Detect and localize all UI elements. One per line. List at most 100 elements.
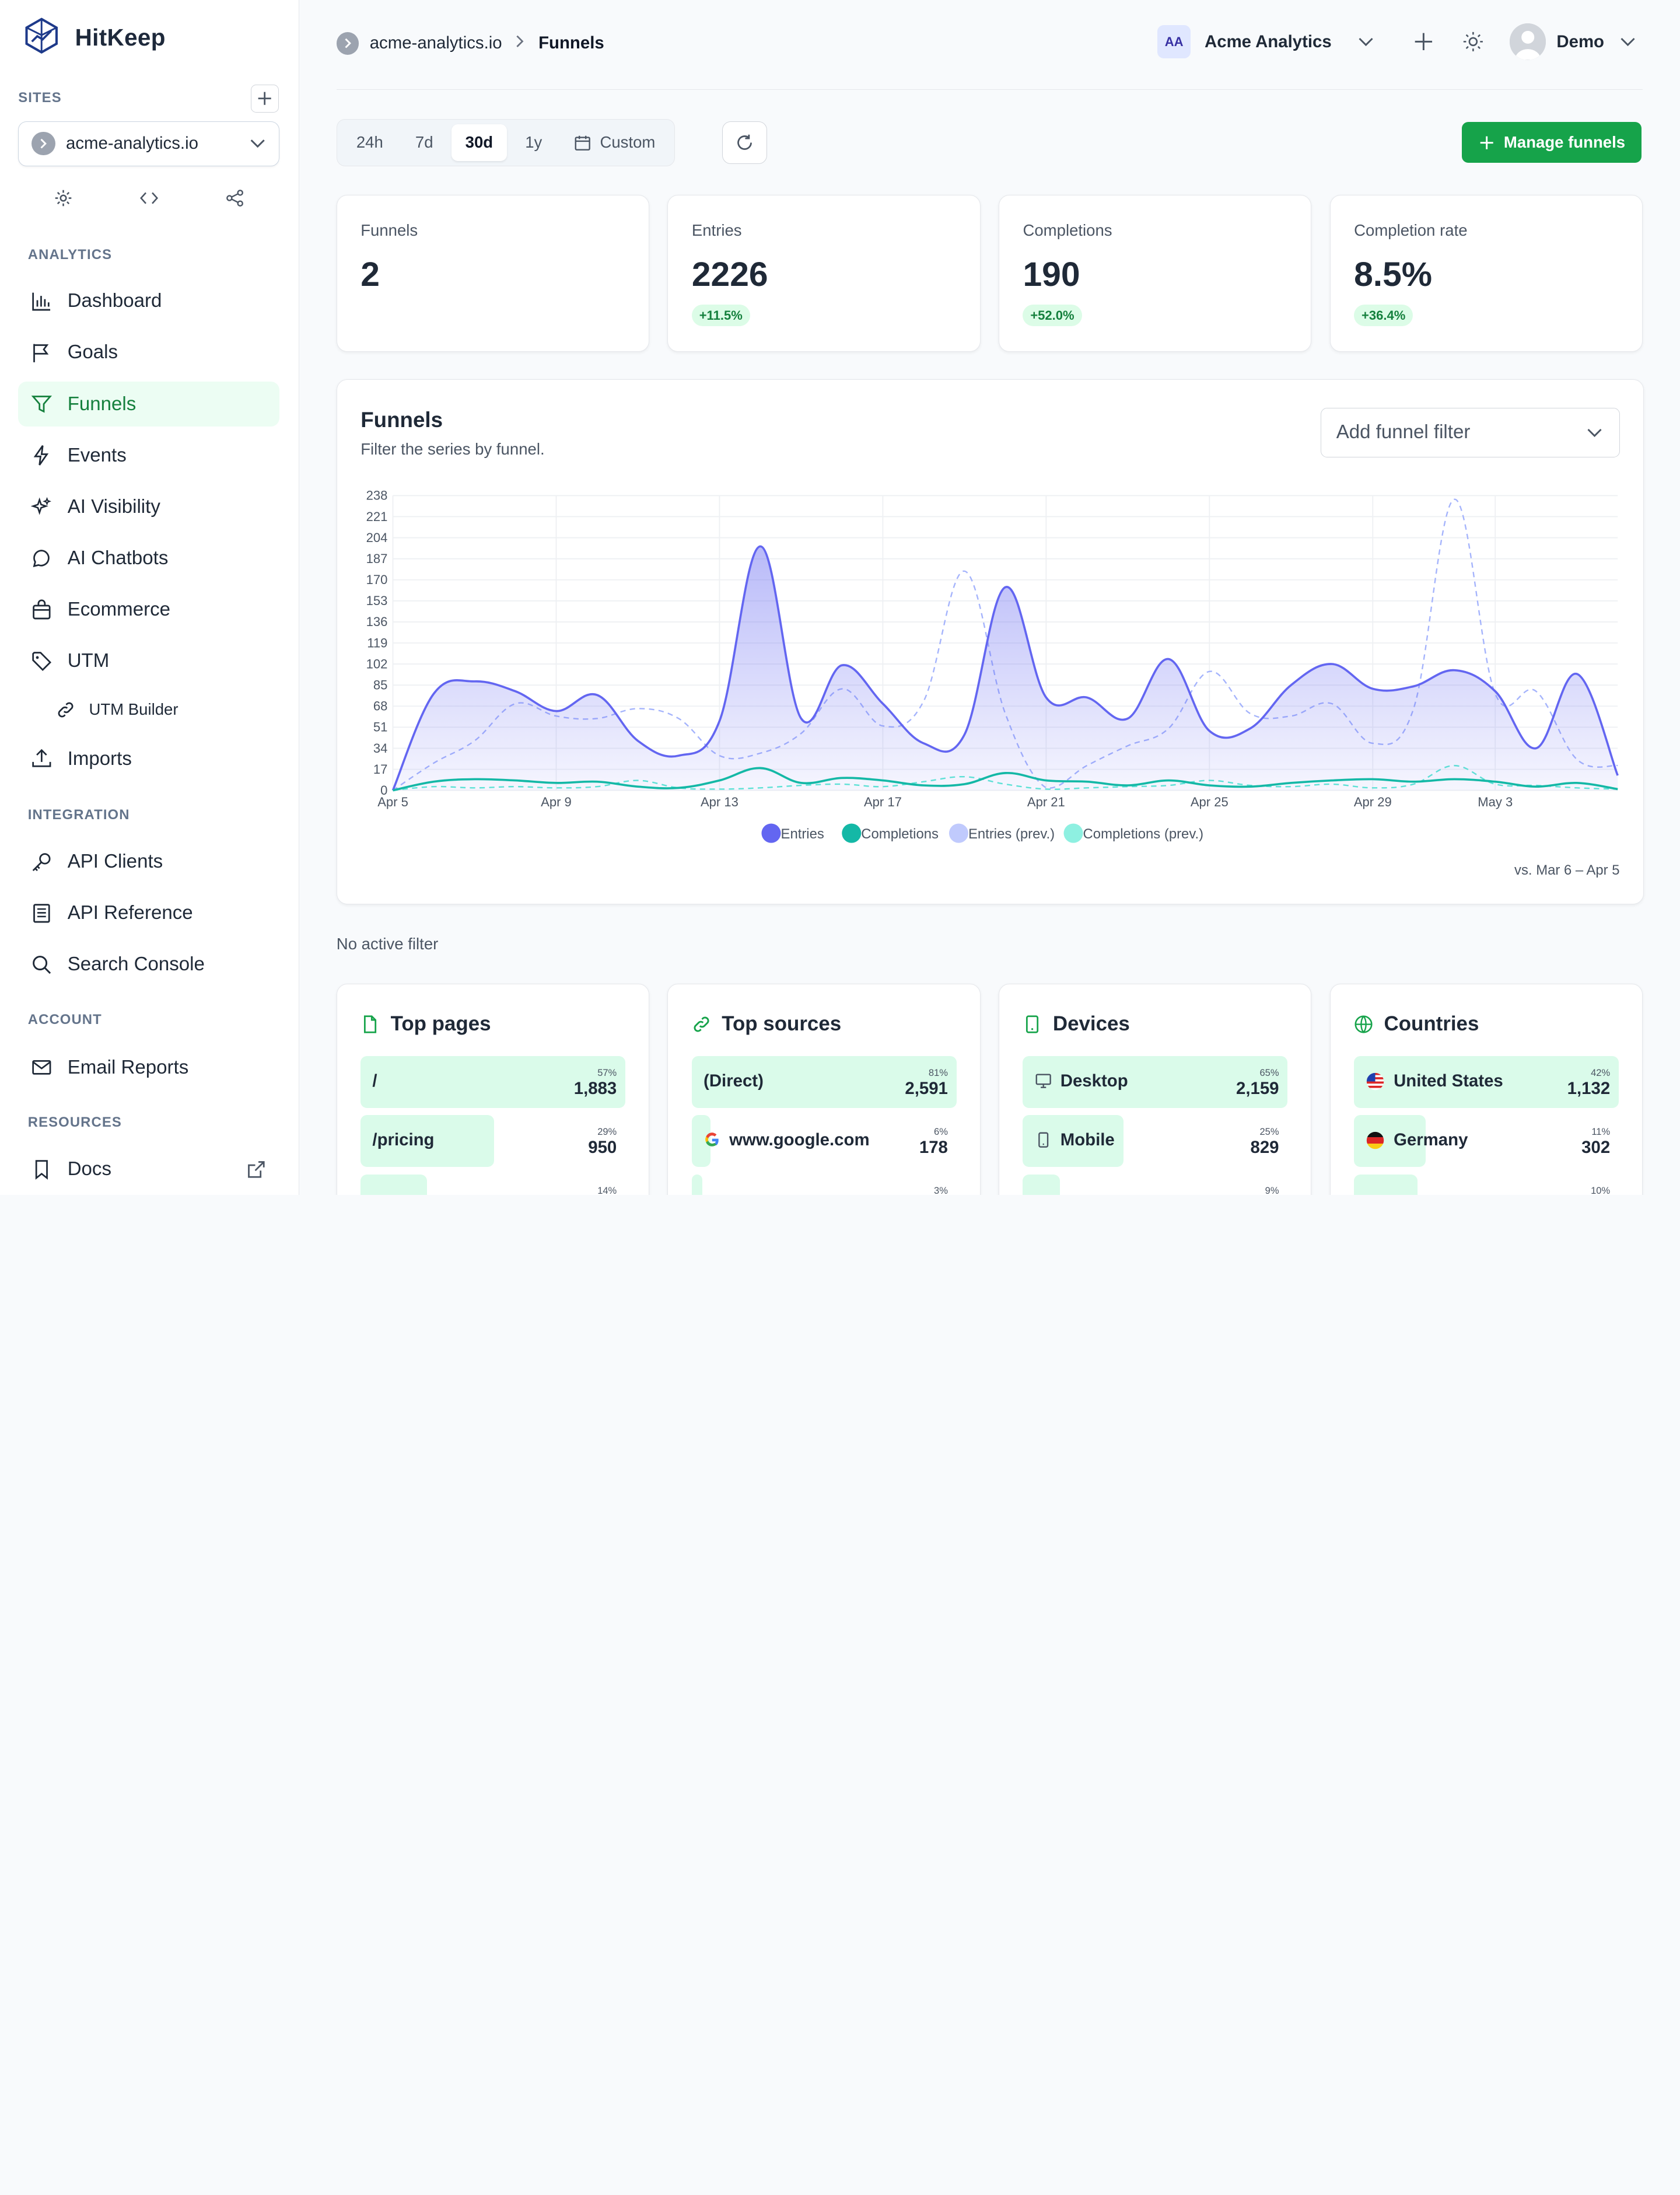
share-bar: [360, 1174, 427, 1196]
sidebar-item-docs[interactable]: Docs: [18, 1147, 279, 1192]
link-icon: [55, 699, 76, 721]
org-avatar[interactable]: AA: [1157, 25, 1191, 59]
sidebar-item-label: Dashboard: [67, 290, 162, 312]
sidebar-item-ai-chatbots[interactable]: AI Chatbots: [18, 536, 279, 581]
list-item[interactable]: 3%: [691, 1174, 957, 1196]
site-code-icon[interactable]: [137, 187, 160, 210]
site-settings-icon[interactable]: [51, 187, 75, 210]
x-tick-label: May 3: [1478, 795, 1513, 809]
phone-icon: [1026, 1015, 1039, 1033]
sidebar-item-api-reference[interactable]: API Reference: [18, 891, 279, 936]
chevron-down-icon[interactable]: [1351, 27, 1381, 57]
refresh-icon: [737, 134, 752, 150]
sidebar-item-api-clients[interactable]: API Clients: [18, 839, 279, 884]
stat-label: Entries: [691, 221, 742, 240]
list-item-percent: 6%: [934, 1126, 948, 1137]
integration-section-label: INTEGRATION: [27, 807, 130, 823]
list-item[interactable]: Mobile 25% 829: [1023, 1115, 1287, 1167]
range-1y-button[interactable]: 1y: [525, 133, 542, 152]
range-7d-button[interactable]: 7d: [415, 133, 433, 152]
file-icon: [364, 1015, 377, 1033]
sidebar-item-imports[interactable]: Imports: [18, 736, 279, 781]
logo-icon: [23, 17, 60, 58]
bar-chart-icon: [31, 291, 52, 312]
org-switcher[interactable]: Acme Analytics: [1205, 32, 1332, 51]
sidebar-item-label: Goals: [67, 341, 118, 363]
list-item-percent: 11%: [1591, 1126, 1611, 1137]
range-30d-button[interactable]: 30d: [451, 124, 507, 161]
sidebar-item-label: UTM: [67, 650, 110, 672]
x-tick-label: Apr 13: [701, 795, 738, 809]
sidebar-item-ecommerce[interactable]: Ecommerce: [18, 588, 279, 632]
series-area-entries: [393, 546, 1618, 791]
list-item-percent: 81%: [928, 1067, 948, 1078]
share-bar: [1354, 1115, 1426, 1167]
y-tick-label: 170: [366, 572, 387, 587]
chevron-down-icon: [250, 139, 265, 148]
sidebar-item-utm-builder[interactable]: UTM Builder: [18, 687, 279, 732]
chevron-down-icon[interactable]: [1613, 27, 1643, 57]
list-item[interactable]: Desktop 65% 2,159: [1023, 1056, 1288, 1108]
sidebar-item-label: API Reference: [67, 902, 193, 924]
list-item[interactable]: (Direct) 81% 2,591: [691, 1056, 957, 1108]
filter-icon: [31, 393, 52, 415]
flag-icon: [31, 342, 52, 363]
range-custom-button[interactable]: Custom: [561, 124, 670, 160]
sidebar-item-events[interactable]: Events: [18, 433, 279, 478]
funnel-filter-select[interactable]: Add funnel filter: [1321, 408, 1620, 457]
stat-card-completions: Completions 190 +52.0%: [999, 195, 1312, 352]
sidebar-item-funnels[interactable]: Funnels: [18, 381, 280, 427]
sidebar-item-utm[interactable]: UTM: [18, 639, 279, 684]
range-24h-button[interactable]: 24h: [356, 133, 383, 152]
list-item[interactable]: 9%: [1023, 1174, 1287, 1196]
breadcrumb-current: Funnels: [538, 33, 604, 53]
top-pages-title: Top pages: [390, 1012, 491, 1036]
plus-icon: [1480, 136, 1493, 149]
devices-card: Devices Desktop 65% 2,159 Mobile 25% 829 9%: [999, 984, 1312, 1196]
resources-section-label: RESOURCES: [27, 1114, 122, 1131]
share-bar: [1023, 1056, 1288, 1108]
breadcrumb-site[interactable]: acme-analytics.io: [369, 33, 502, 53]
site-share-icon[interactable]: [223, 187, 246, 210]
list-item-percent: 65%: [1259, 1067, 1279, 1078]
upload-icon: [31, 748, 52, 770]
list-item[interactable]: 10%: [1354, 1174, 1619, 1196]
plus-icon[interactable]: [1409, 27, 1438, 57]
site-selector[interactable]: acme-analytics.io: [18, 121, 280, 166]
list-item[interactable]: /pricing 29% 950: [360, 1115, 625, 1167]
list-item[interactable]: www.google.com 6% 178: [691, 1115, 957, 1167]
legend-label: Entries (prev.): [968, 827, 1055, 843]
stat-value: 2: [360, 256, 380, 294]
sidebar-item-search-console[interactable]: Search Console: [18, 942, 279, 987]
refresh-button[interactable]: [722, 121, 768, 165]
legend-swatch: [1063, 823, 1083, 843]
list-item[interactable]: Germany 11% 302: [1354, 1115, 1619, 1167]
sidebar-item-label: API Clients: [67, 850, 163, 872]
site-tools: [51, 187, 246, 210]
globe-icon: [1354, 1015, 1373, 1033]
share-bar: [691, 1056, 957, 1108]
y-tick-label: 17: [373, 762, 388, 777]
user-avatar[interactable]: [1509, 23, 1546, 60]
list-item-text: /: [372, 1071, 377, 1091]
mail-icon: [31, 1057, 52, 1078]
list-item[interactable]: / 57% 1,883: [360, 1056, 625, 1108]
sidebar-item-label: AI Visibility: [67, 495, 160, 518]
sidebar-item-email-reports[interactable]: Email Reports: [18, 1045, 279, 1090]
mobile-icon: [1038, 1133, 1048, 1148]
sidebar-item-ai-visibility[interactable]: AI Visibility: [18, 484, 279, 529]
stat-value: 8.5%: [1354, 256, 1433, 294]
user-menu[interactable]: Demo: [1556, 32, 1605, 51]
manage-funnels-button[interactable]: Manage funnels: [1461, 122, 1642, 163]
funnels-line-chart[interactable]: 0 17 34 51 68 85 102 119 136 153 170 187 204 221 238 Ap…: [337, 380, 1644, 851]
brand[interactable]: HitKeep: [23, 17, 165, 58]
add-site-button[interactable]: [250, 85, 279, 113]
list-item-text: United States: [1394, 1071, 1503, 1091]
sun-icon[interactable]: [1458, 27, 1488, 57]
list-item[interactable]: United States 42% 1,132: [1354, 1056, 1619, 1108]
sidebar-item-dashboard[interactable]: Dashboard: [18, 279, 279, 324]
sidebar-item-goals[interactable]: Goals: [18, 330, 279, 375]
countries-card: Countries United States 42% 1,132 Germany 11…: [1329, 984, 1643, 1196]
list-item[interactable]: 14%: [360, 1174, 625, 1196]
series-line-completions: [392, 767, 1618, 792]
